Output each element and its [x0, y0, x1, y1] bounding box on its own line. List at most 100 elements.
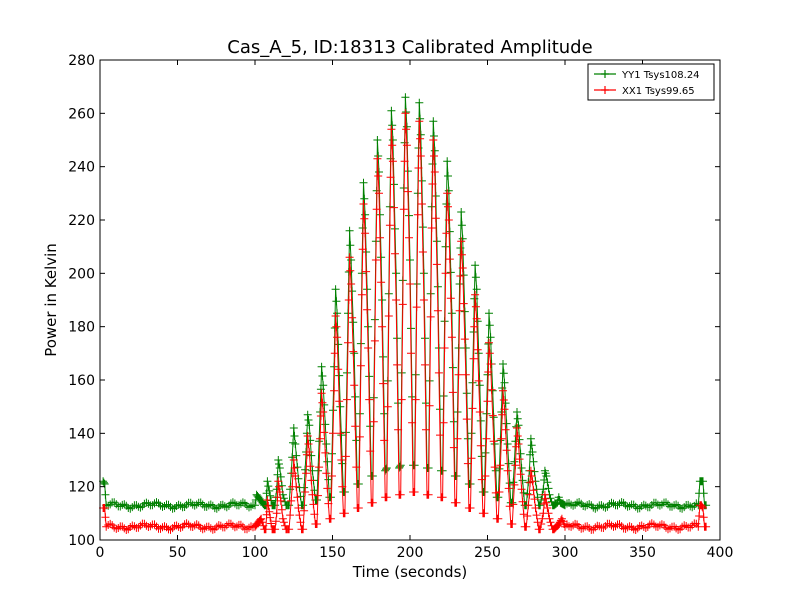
data-point-1-56: [384, 496, 387, 499]
data-point-1-7: [266, 499, 269, 501]
data-point-1-123: [539, 528, 541, 531]
data-point-0-32: [328, 496, 331, 499]
data-point-1-27: [316, 523, 318, 525]
data-point-1-83: [446, 192, 449, 195]
data-point-1-113: [516, 427, 518, 429]
data-point-1-47: [362, 203, 365, 205]
data-point-1-124: [542, 512, 545, 515]
data-point-0-2: [105, 504, 107, 507]
data-point-1-101: [488, 341, 490, 344]
x-tick-label: 250: [474, 545, 501, 561]
data-point-1-122: [537, 528, 540, 531]
data-point-0-30: [322, 384, 325, 387]
data-point-1-117: [525, 525, 528, 528]
data-point-1-89: [460, 240, 463, 243]
data-point-1-136: [702, 507, 704, 509]
data-point-1-82: [444, 272, 447, 275]
data-point-0-23: [306, 413, 309, 416]
data-point-1-127: [548, 517, 551, 520]
data-point-1-134: [699, 504, 701, 507]
data-point-1-109: [506, 469, 509, 472]
data-point-0-96: [475, 288, 478, 291]
data-point-1-5: [263, 528, 266, 531]
data-point-1-73: [423, 299, 425, 301]
data-point-0-65: [404, 96, 407, 99]
data-point-1-67: [409, 283, 411, 285]
data-point-1-12: [279, 491, 281, 493]
data-point-0-84: [448, 189, 450, 192]
data-point-1-58: [389, 224, 391, 227]
data-point-1-138: [705, 525, 707, 528]
data-point-1-108: [503, 408, 506, 411]
data-point-1-72: [420, 155, 422, 157]
data-point-0-16: [291, 456, 294, 459]
data-point-1-103: [492, 440, 495, 443]
data-point-1-61: [395, 299, 397, 301]
data-point-1-17: [293, 459, 295, 461]
data-point-1-29: [320, 392, 323, 395]
data-point-1-111: [511, 523, 514, 525]
data-point-0-130: [556, 501, 559, 504]
y-tick-label: 180: [68, 320, 95, 336]
data-point-1-52: [375, 259, 377, 261]
data-point-1-39: [344, 512, 346, 515]
data-point-0-0: [102, 480, 104, 483]
data-point-1-85: [451, 336, 453, 339]
x-tick-label: 100: [242, 545, 269, 561]
data-point-0-7: [266, 480, 269, 483]
data-point-1-37: [339, 432, 342, 435]
data-point-0-110: [510, 501, 512, 504]
data-point-0-83: [446, 160, 449, 163]
data-point-1-8: [271, 528, 273, 531]
data-point-0-102: [489, 336, 492, 339]
data-point-1-0: [102, 507, 104, 509]
data-point-0-127: [548, 493, 551, 496]
x-tick-label: 400: [707, 545, 734, 561]
x-tick-label: 0: [96, 545, 105, 561]
data-point-1-91: [465, 373, 467, 376]
data-point-1-99: [483, 512, 486, 515]
data-point-0-123: [539, 504, 541, 507]
data-point-1-87: [455, 501, 458, 504]
data-point-1-121: [534, 507, 537, 509]
data-point-1-21: [302, 528, 304, 531]
data-point-0-47: [362, 181, 365, 184]
data-point-1-23: [306, 435, 309, 437]
data-point-0-17: [293, 427, 295, 429]
data-point-1-42: [350, 283, 352, 285]
data-point-1-11: [277, 480, 280, 483]
data-point-1-40: [347, 341, 349, 344]
x-tick-label: 300: [552, 545, 579, 561]
data-point-0-90: [461, 237, 464, 240]
y-tick-label: 220: [68, 213, 95, 229]
data-point-1-45: [358, 507, 360, 509]
data-point-1-96: [475, 317, 478, 320]
data-point-0-119: [530, 437, 532, 440]
data-point-1-34: [333, 389, 335, 392]
data-point-1-2: [105, 525, 107, 528]
data-point-0-59: [390, 109, 393, 112]
data-point-0-135: [699, 480, 701, 483]
data-point-0-4: [255, 493, 258, 496]
data-point-1-133: [697, 525, 700, 528]
data-point-1-18: [294, 475, 297, 477]
data-point-1-49: [367, 347, 369, 349]
data-point-1-69: [413, 491, 416, 493]
data-point-0-29: [320, 365, 323, 368]
data-point-0-37: [339, 405, 342, 408]
data-point-0-89: [460, 211, 463, 213]
data-point-1-6: [265, 528, 267, 531]
data-point-1-36: [336, 336, 338, 339]
legend-box: [587, 63, 715, 101]
data-point-1-128: [551, 528, 554, 531]
data-point-0-101: [488, 312, 490, 315]
data-point-0-26: [314, 499, 317, 501]
data-point-1-130: [558, 523, 560, 525]
ticks-layer: 0 50 100 150 200 250 300 350 400 100 120 140 160 180 2…: [68, 53, 733, 561]
data-point-1-54: [378, 192, 380, 195]
data-point-0-139: [705, 504, 707, 507]
data-point-1-106: [500, 437, 503, 440]
data-point-0-24: [308, 424, 311, 427]
data-point-1-9: [274, 528, 276, 531]
data-point-1-84: [448, 219, 450, 221]
